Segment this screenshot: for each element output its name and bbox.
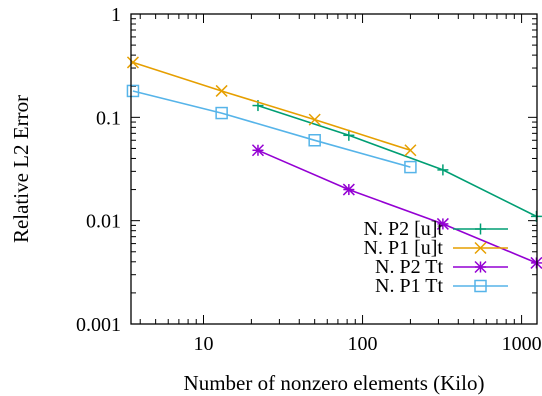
legend-label: N. P1 Tt bbox=[375, 275, 443, 297]
data-point bbox=[126, 56, 139, 69]
series-2 bbox=[126, 56, 417, 157]
data-point bbox=[436, 217, 449, 230]
marker-stroke bbox=[308, 134, 321, 147]
y-tick-label: 0.001 bbox=[76, 314, 121, 336]
marker-stroke bbox=[404, 144, 417, 157]
data-point bbox=[342, 183, 355, 196]
x-tick-label: 10 bbox=[194, 333, 214, 355]
data-point bbox=[474, 260, 487, 274]
marker-stroke bbox=[404, 160, 417, 174]
marker-stroke bbox=[436, 217, 449, 230]
marker-stroke bbox=[474, 279, 487, 293]
series-4 bbox=[126, 84, 417, 174]
marker-stroke bbox=[474, 260, 487, 274]
plot-frame bbox=[130, 13, 538, 325]
marker-stroke bbox=[126, 56, 139, 69]
x-axis-title: Number of nonzero elements (Kilo) bbox=[184, 371, 485, 395]
data-point bbox=[343, 129, 355, 141]
legend-item: N. P1 [u]t bbox=[364, 237, 508, 259]
marker-stroke bbox=[342, 183, 355, 196]
legend-item: N. P2 Tt bbox=[375, 256, 508, 278]
data-point bbox=[437, 164, 449, 176]
legend-label: N. P2 [u]t bbox=[364, 218, 444, 240]
series-line bbox=[132, 61, 411, 152]
legend-item: N. P2 [u]t bbox=[364, 218, 508, 240]
series-line bbox=[257, 149, 537, 264]
x-tick-label: 100 bbox=[348, 333, 378, 355]
marker-stroke bbox=[308, 113, 321, 126]
data-point bbox=[215, 84, 228, 97]
marker-stroke bbox=[474, 241, 487, 255]
data-point bbox=[308, 134, 321, 147]
legend-label: N. P1 [u]t bbox=[364, 237, 444, 259]
plot-series bbox=[126, 56, 542, 269]
data-point bbox=[215, 106, 228, 120]
series-line bbox=[257, 104, 537, 218]
data-point bbox=[251, 144, 264, 157]
data-point bbox=[126, 84, 140, 98]
data-point bbox=[308, 113, 321, 126]
y-axis-title: Relative L2 Error bbox=[9, 95, 33, 243]
marker-stroke bbox=[251, 144, 264, 157]
legend-label: N. P2 Tt bbox=[375, 256, 443, 278]
x-tick-label: 1000 bbox=[502, 333, 542, 355]
data-point bbox=[474, 241, 487, 255]
data-point bbox=[404, 160, 417, 174]
marker-stroke bbox=[215, 106, 228, 120]
series-1 bbox=[252, 100, 542, 222]
y-tick-label: 1 bbox=[111, 4, 121, 26]
legend-item: N. P1 Tt bbox=[375, 275, 508, 297]
axis-ticks: 10 100 1000 0.001 0.01 0.1 1 bbox=[76, 4, 542, 355]
y-tick-label: 0.01 bbox=[86, 211, 121, 233]
data-point bbox=[404, 144, 417, 157]
y-tick-label: 0.1 bbox=[96, 107, 121, 129]
legend: N. P2 [u]tN. P1 [u]tN. P2 TtN. P1 Tt bbox=[364, 218, 508, 297]
marker-stroke bbox=[215, 84, 228, 97]
marker-stroke bbox=[126, 84, 140, 98]
data-point bbox=[474, 279, 487, 293]
data-point bbox=[475, 223, 486, 235]
series-line bbox=[132, 90, 411, 168]
